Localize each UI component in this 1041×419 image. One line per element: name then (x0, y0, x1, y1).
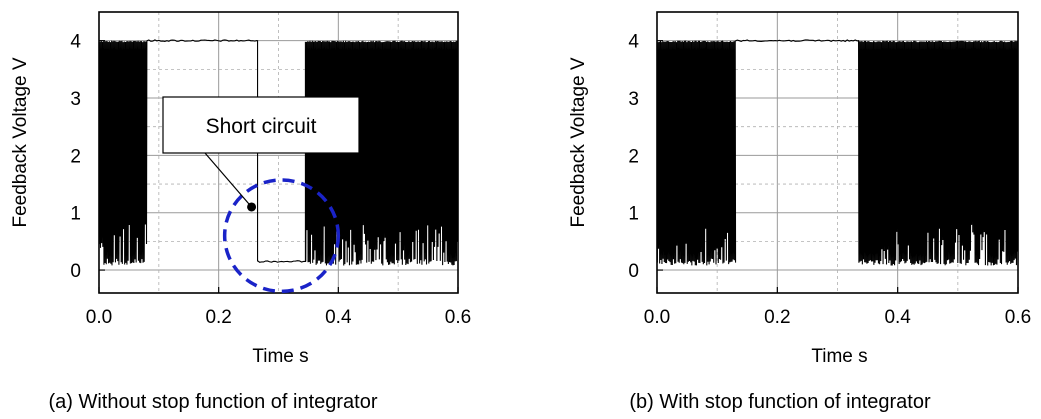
annotation-box (162, 96, 360, 154)
plot-frame (98, 11, 459, 294)
x-tick-label: 0.6 (1005, 307, 1031, 328)
x-tick-label: 0.6 (445, 307, 471, 328)
x-tick-label: 0.0 (644, 307, 670, 328)
x-axis-label: Time s (811, 346, 867, 367)
y-tick-label: 4 (70, 32, 81, 53)
panel-caption: (b) With stop function of integrator (629, 391, 931, 413)
chart-panel-a: 0.0 0.2 0.4 0.6 0 1 2 3 4 Time s Feedback Voltage … (10, 11, 471, 413)
y-tick-label: 1 (70, 204, 81, 225)
y-tick-label: 2 (70, 146, 81, 167)
annotation-point-marker (247, 202, 257, 212)
x-axis-label: Time s (252, 346, 308, 367)
y-tick-label: 4 (628, 32, 639, 53)
annotation-label: Short circuit (206, 115, 317, 138)
y-tick-label: 0 (628, 261, 639, 282)
x-tick-label: 0.4 (325, 307, 352, 328)
y-tick-label: 0 (70, 261, 81, 282)
x-tick-label: 0.2 (205, 307, 231, 328)
y-tick-label: 3 (628, 89, 639, 110)
signal-trace (656, 39, 1019, 266)
chart-panel-b: 0.0 0.2 0.4 0.6 0 1 2 3 4 Time s Feedback Voltage … (568, 11, 1031, 413)
y-axis-label: Feedback Voltage V (568, 57, 589, 227)
short-circuit-highlight-circle (222, 178, 341, 294)
x-tick-label: 0.4 (884, 307, 911, 328)
y-tick-label: 3 (70, 89, 81, 110)
y-tick-label: 1 (628, 204, 639, 225)
x-tick-label: 0.2 (764, 307, 790, 328)
y-tick-label: 2 (628, 146, 639, 167)
x-tick-label: 0.0 (86, 307, 112, 328)
y-axis-label: Feedback Voltage V (10, 57, 31, 227)
annotation-leader-line (204, 152, 253, 208)
plot-frame (656, 11, 1019, 294)
panel-caption: (a) Without stop function of integrator (48, 391, 377, 413)
